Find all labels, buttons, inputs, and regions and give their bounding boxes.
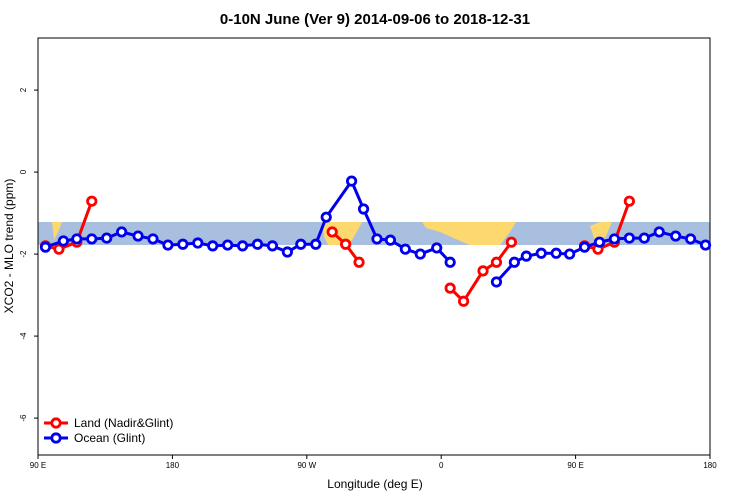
point [508,256,520,268]
y-axis-label: XCO2 - MLO trend (ppm) [2,179,16,314]
y-tick-label: -2 [19,250,28,258]
point [444,282,456,294]
point [192,237,204,249]
chart-title: 0-10N June (Ver 9) 2014-09-06 to 2018-12… [220,11,530,28]
point [132,230,144,242]
point [490,276,503,288]
point [251,238,264,250]
point [86,195,98,207]
y-tick-label: -6 [19,414,28,422]
point [384,234,397,246]
point [608,233,621,245]
point [207,240,219,252]
point [266,240,279,252]
point [431,242,443,254]
point [414,248,426,260]
point [281,246,293,258]
point [399,243,411,255]
plot-frame [37,37,711,456]
point [320,211,332,223]
x-axis-label: Longitude (deg E) [327,477,422,491]
legend-label: Land (Nadir&Glint) [74,416,173,430]
point [477,265,489,277]
point [490,256,503,268]
point [357,203,370,215]
x-tick-label: 90 E [30,461,46,470]
point [371,233,383,245]
point [353,256,365,268]
point [623,195,635,207]
point [295,238,307,250]
point [578,241,591,253]
point [670,230,682,242]
x-tick-label: 0 [439,461,444,470]
point [39,241,52,253]
point [71,233,83,245]
point [653,226,665,238]
point [147,233,159,245]
point [444,256,456,268]
y-tick-label: 2 [19,87,28,92]
point [177,238,189,250]
point [638,232,650,244]
point [310,238,322,250]
point [699,239,712,251]
point [564,248,576,260]
x-tick-label: 90 W [297,461,316,470]
point [101,232,113,244]
point [236,240,249,252]
point [53,243,65,255]
legend-marker [50,417,62,429]
point [550,247,562,259]
point [684,233,697,245]
point [520,250,532,262]
point [505,236,517,248]
y-tick-label: 0 [19,169,28,174]
point [457,295,470,307]
y-tick-label: -4 [19,332,28,340]
x-tick-label: 180 [166,461,180,470]
point [535,247,547,259]
legend-label: Ocean (Glint) [74,431,145,445]
legend-marker [50,432,62,444]
x-tick-label: 180 [703,461,717,470]
point [86,233,98,245]
point [326,226,338,238]
point [345,175,358,187]
point [162,239,174,251]
point [222,239,234,251]
point [340,238,352,250]
x-tick-label: 90 E [567,461,583,470]
point [57,235,69,247]
point [623,232,635,244]
point [116,226,128,238]
point [593,236,606,248]
